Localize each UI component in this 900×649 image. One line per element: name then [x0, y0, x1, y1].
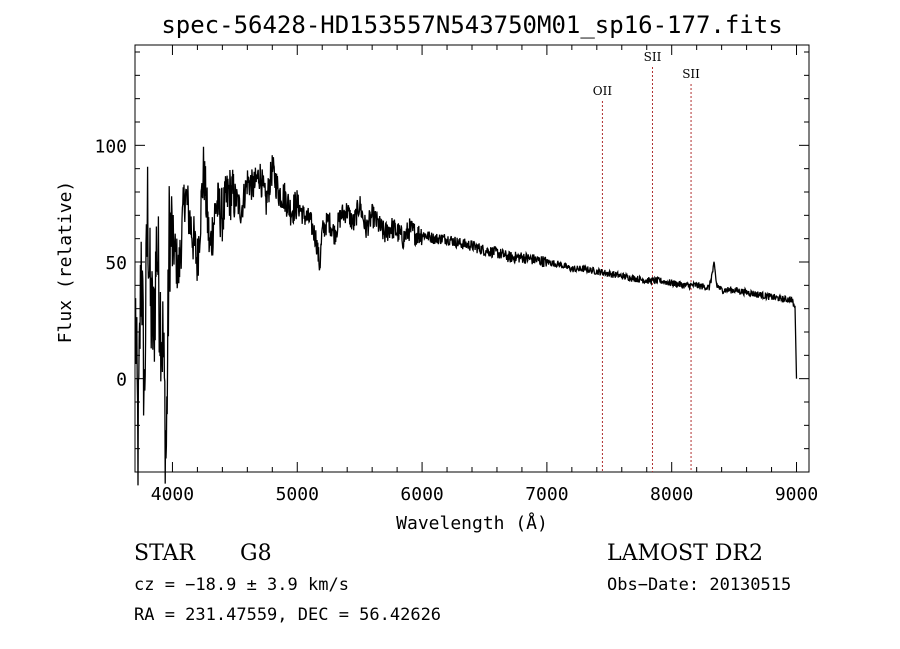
- line-marker-label: SII: [644, 50, 662, 64]
- survey-name: LAMOST DR2: [607, 541, 763, 566]
- line-markers: OII SII SII: [593, 50, 700, 472]
- x-tick-label: 5000: [276, 484, 319, 505]
- y-tick-label: 50: [105, 253, 127, 274]
- redshift-velocity: cz = −18.9 ± 3.9 km/s: [134, 575, 349, 595]
- y-axis-label: Flux (relative): [55, 181, 76, 344]
- coordinates: RA = 231.47559, DEC = 56.42626: [134, 605, 441, 625]
- x-tick-label: 9000: [775, 484, 818, 505]
- spectral-subclass: G8: [240, 541, 272, 566]
- object-class: STAR: [134, 541, 196, 566]
- x-tick-label: 4000: [151, 484, 194, 505]
- x-tick-label: 8000: [650, 484, 693, 505]
- x-tick-label: 6000: [400, 484, 443, 505]
- x-axis: 4000 5000 6000 7000 8000 9000: [151, 45, 818, 505]
- line-marker-label: OII: [593, 84, 613, 98]
- chart-title: spec-56428-HD153557N543750M01_sp16-177.f…: [161, 11, 782, 39]
- plot-frame: [134, 44, 810, 473]
- line-marker-label: SII: [682, 67, 700, 81]
- x-axis-label: Wavelength (Å): [396, 512, 548, 534]
- x-tick-label: 7000: [525, 484, 568, 505]
- y-tick-label: 100: [94, 136, 127, 157]
- plot-area-border: [134, 44, 810, 473]
- y-tick-label: 0: [116, 370, 127, 391]
- y-axis: 0 50 100: [94, 51, 809, 473]
- spectrum-series-line: [134, 146, 798, 486]
- observation-date: Obs−Date: 20130515: [607, 575, 791, 595]
